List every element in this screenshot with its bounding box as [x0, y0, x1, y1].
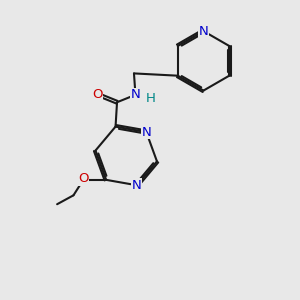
Text: O: O — [78, 172, 88, 185]
Text: N: N — [141, 125, 151, 139]
Text: H: H — [146, 92, 156, 105]
Text: N: N — [130, 88, 140, 101]
Text: O: O — [92, 88, 102, 101]
Text: N: N — [199, 25, 208, 38]
Text: N: N — [132, 179, 142, 192]
